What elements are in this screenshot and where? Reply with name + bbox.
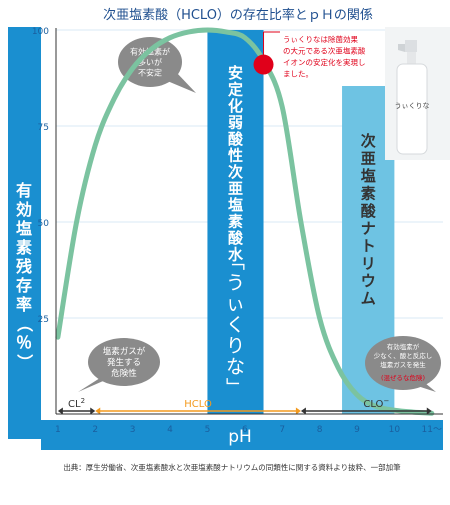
y-axis-label-char: ％	[16, 333, 32, 352]
species-label: CLO−	[363, 397, 389, 410]
x-tick-label: 2	[92, 425, 98, 435]
band-acid-product-char: ぃ	[226, 293, 245, 315]
band-acid-label-char: 安	[228, 64, 243, 82]
bubble-gas	[88, 338, 160, 386]
bubble-gas-line: 塩素ガスが	[103, 346, 146, 357]
annotation-line: ました。	[283, 70, 313, 79]
bubble-gas-line: 発生する	[107, 357, 141, 368]
band-alkaline-label-char: ム	[361, 290, 376, 308]
band-acid-product-char: 「	[223, 251, 245, 270]
y-axis-label-char: 残	[16, 257, 32, 276]
bubble-mix-warning: (混ぜるな危険)	[381, 373, 425, 382]
annotation-line: うぃくりなは除菌効果	[283, 34, 358, 44]
band-acid-label-char: 亜	[228, 180, 243, 198]
band-acid-label-char: 酸	[228, 229, 244, 247]
x-tick-label: 1	[55, 425, 61, 435]
product-bottle-image: うぃくりな	[385, 27, 450, 160]
band-acid-product-char: く	[226, 314, 245, 336]
y-tick-label: 75	[38, 123, 49, 133]
y-tick-label: 25	[38, 315, 49, 325]
x-axis-label: pH	[228, 427, 252, 447]
band-acid-label-char: 水	[228, 246, 244, 264]
species-arrow-left	[57, 407, 63, 415]
y-axis-label-char: （	[15, 316, 34, 332]
band-alkaline-label-char: ナ	[361, 220, 376, 238]
species-arrow-left	[300, 407, 306, 415]
x-axis-band	[41, 420, 443, 450]
y-axis-label-char: 効	[16, 200, 32, 219]
bubble-unstable-line: 多いが	[138, 57, 162, 67]
band-acid-label-char: 素	[228, 213, 243, 231]
band-acid-label-char: 性	[228, 147, 243, 165]
chart-title: 次亜塩素酸（HCLO）の存在比率とｐＨの関係	[103, 7, 373, 23]
band-alkaline-label-char: 酸	[361, 202, 377, 220]
series-line	[55, 27, 435, 416]
annotation-line: イオンの安定化を実現し	[283, 57, 366, 67]
band-acid-label-char: 弱	[228, 114, 243, 132]
axes: 1 2 3 4 5 6 7 8 9 10 11〜	[55, 28, 443, 435]
y-axis-label-char: 率	[16, 295, 32, 314]
bubble-mix-line: 有効塩素が	[387, 342, 420, 351]
species-label: CL2	[68, 397, 85, 410]
species-arrow-right	[90, 407, 96, 415]
band-acid-label-char: 定	[228, 81, 243, 99]
bubble-unstable-line: 不安定	[138, 67, 162, 77]
bubble-mix	[365, 336, 441, 390]
species-arrow-left	[95, 407, 101, 415]
x-tick-label: 9	[354, 425, 360, 435]
x-tick-label: 10	[389, 425, 401, 435]
y-axis-label-char: 素	[16, 238, 32, 257]
band-acid-product-char: 」	[223, 377, 245, 396]
band-alkaline-label-char: 次	[361, 132, 376, 150]
species-arrow-right	[426, 407, 432, 415]
band-acid-label-char: 次	[228, 163, 243, 181]
y-axis-label-char: 存	[16, 276, 32, 295]
source-note: 出典：厚生労働省、次亜塩素酸水と次亜塩素酸ナトリウムの同類性に関する資料より抜粋…	[63, 462, 401, 472]
y-axis-label-char: 有	[16, 181, 32, 200]
x-tick-label: 7	[279, 425, 285, 435]
band-alkaline-label-char: リ	[361, 255, 376, 273]
band-acid-product-char: な	[226, 356, 245, 378]
x-tick-label: 5	[205, 425, 211, 435]
band-alkaline-label-char: ウ	[361, 272, 376, 290]
x-tick-label: 11〜	[422, 425, 442, 435]
svg-text:うぃくりな: うぃくりな	[395, 102, 430, 110]
y-tick-label: 100	[32, 27, 49, 37]
species-label: HCLO	[184, 399, 212, 410]
bubble-mix-line: 塩素ガスを発生	[380, 360, 426, 369]
x-tick-label: 8	[317, 425, 323, 435]
bubbles: 有効塩素が多いが不安定塩素ガスが発生する危険性有効塩素が少なく、酸と反応し塩素ガ…	[78, 37, 441, 392]
band-acid-label-char: 塩	[228, 196, 243, 214]
bubble-unstable	[118, 37, 182, 87]
bubble-gas-tail	[78, 378, 110, 392]
band-acid-label-char: 化	[228, 97, 243, 115]
y-tick-label: 50	[38, 219, 50, 229]
bubble-mix-line: 少なく、酸と反応し	[374, 351, 433, 360]
band-alkaline-label-char: 亜	[361, 150, 376, 168]
x-tick-label: 4	[167, 425, 173, 435]
y-axis-label-char: 塩	[16, 219, 32, 238]
x-tick-label: 6	[242, 425, 248, 435]
band-alkaline-label-char: 素	[361, 185, 376, 203]
annotation-line: の大元である次亜塩素酸	[283, 46, 366, 56]
band-alkaline-label-char: 塩	[361, 167, 376, 185]
band-acid-label-char: 酸	[228, 130, 244, 148]
band-acid-product-char: う	[226, 272, 245, 294]
species-arrow-right	[295, 407, 301, 415]
y-axis-band	[8, 27, 41, 439]
y-axis-label-char: ）	[15, 354, 34, 370]
band-acid	[207, 30, 264, 414]
band-alkaline-label-char: ト	[361, 237, 376, 255]
x-tick-label: 3	[130, 425, 136, 435]
band-acid-product-char: り	[226, 335, 245, 357]
bubble-gas-line: 危険性	[111, 368, 137, 379]
